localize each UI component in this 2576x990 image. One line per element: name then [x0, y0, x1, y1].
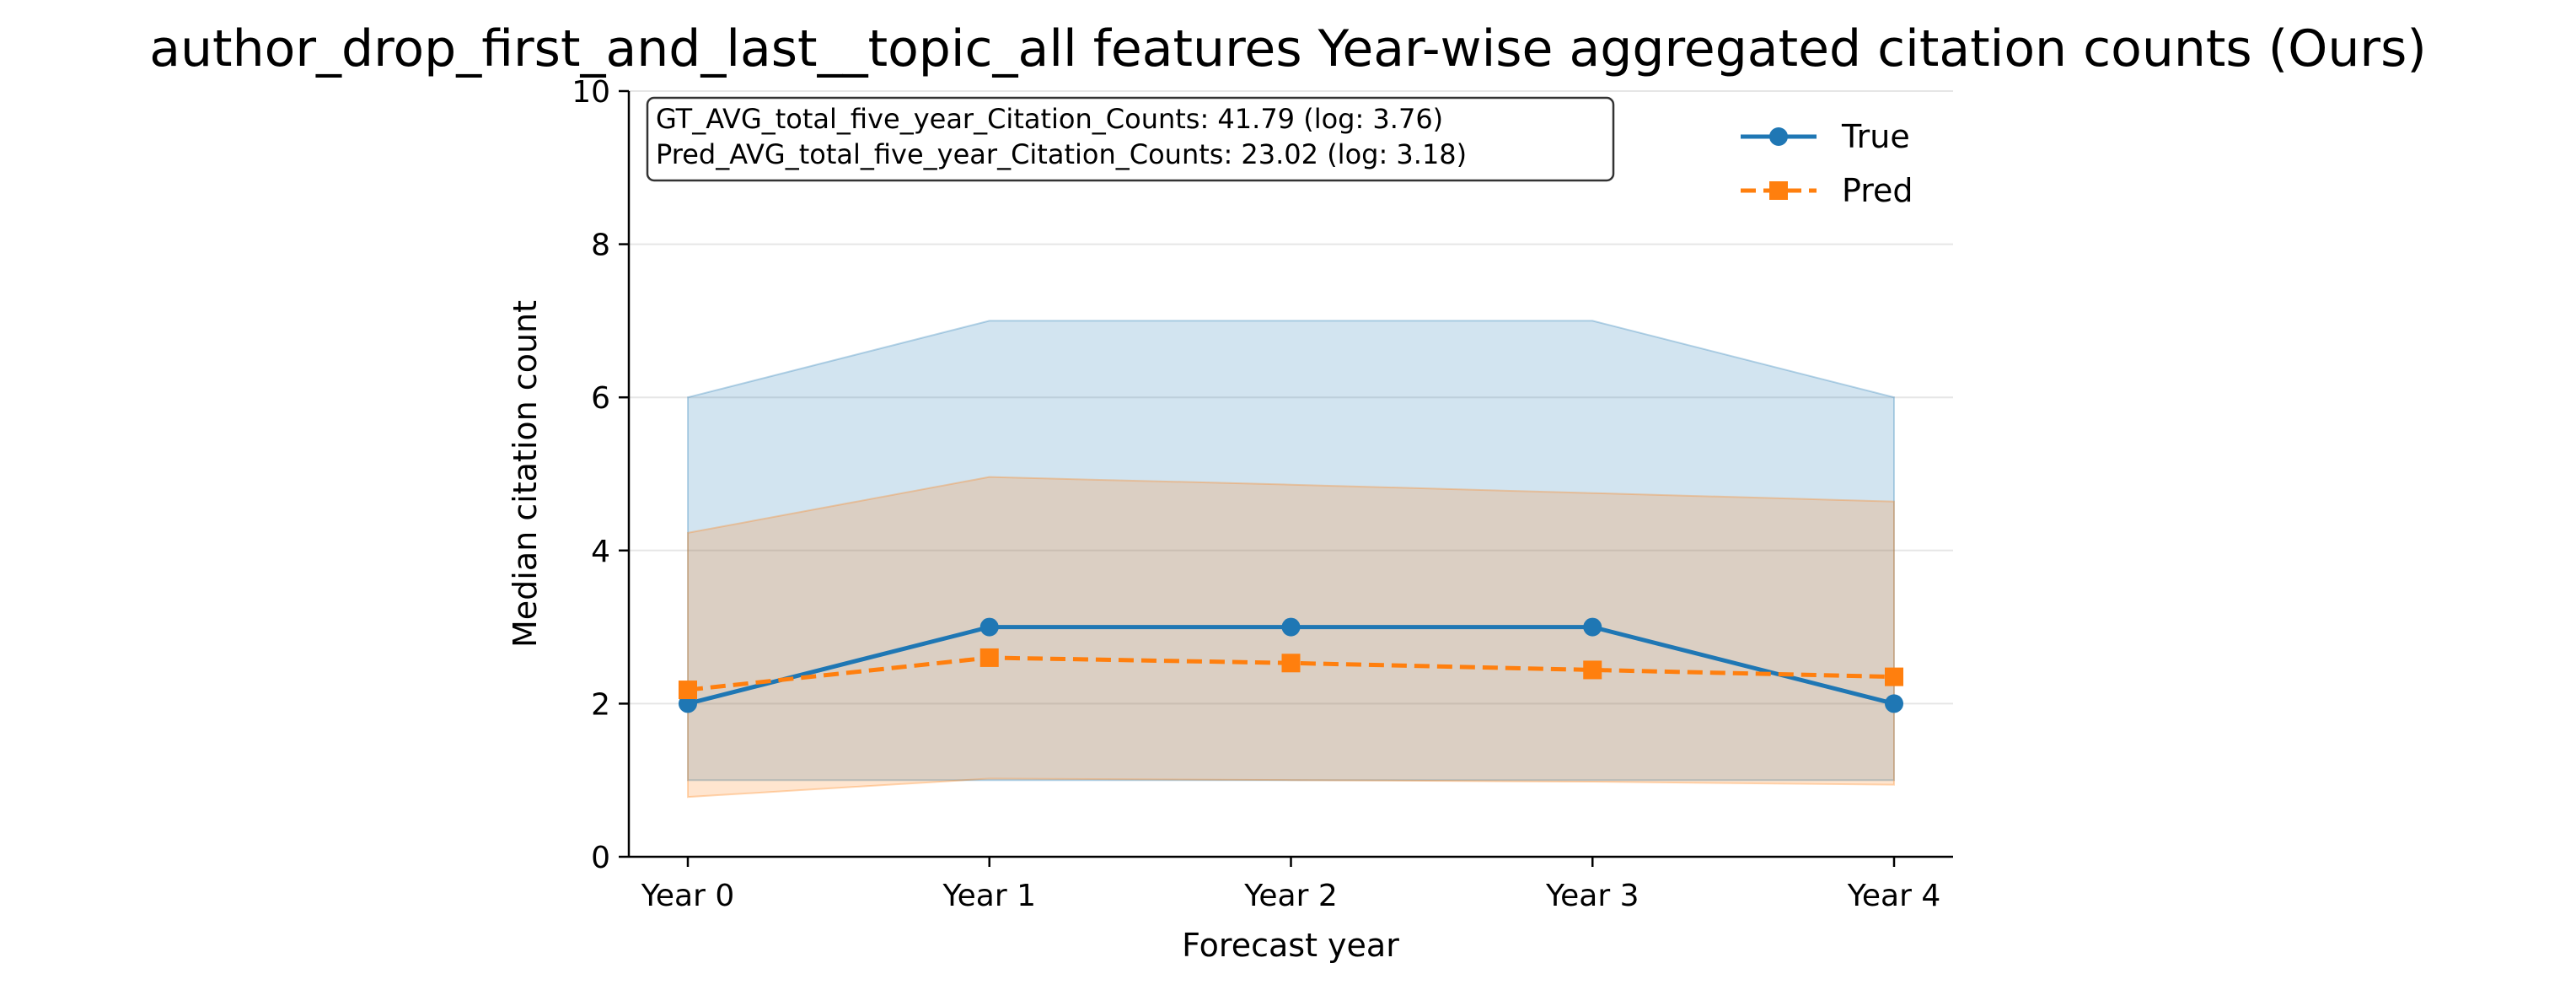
y-tick-label-2: 4: [591, 535, 610, 569]
point-pred-1: [979, 648, 999, 667]
x-axis-label: Forecast year: [1182, 927, 1399, 964]
y-axis-label: Median citation count: [507, 300, 544, 648]
series-markers: [679, 617, 1903, 713]
gridlines: [629, 90, 1953, 705]
y-tick-label-0: 0: [591, 841, 610, 875]
legend: True Pred: [1741, 118, 1913, 209]
x-tick-label-1: Year 1: [942, 879, 1036, 913]
point-true-2: [1281, 617, 1301, 637]
stats-annotation: GT_AVG_total_five_year_Citation_Counts: …: [646, 96, 1615, 182]
legend-label-pred: Pred: [1842, 172, 1913, 209]
x-tick-label-3: Year 3: [1545, 879, 1640, 913]
chart-title: author_drop_first_and_last__topic_all fe…: [149, 19, 2426, 78]
legend-label-true: True: [1841, 118, 1910, 155]
x-tick-label-4: Year 4: [1847, 879, 1941, 913]
y-tick-label-4: 8: [591, 229, 610, 263]
point-pred-4: [1885, 667, 1903, 686]
y-tick-label-5: 10: [572, 75, 610, 110]
stats-annotation-box: [646, 96, 1615, 182]
point-true-4: [1885, 694, 1903, 713]
legend-marker-true: [1769, 127, 1788, 146]
point-pred-0: [679, 681, 697, 700]
y-ticks: 0 2 4 6 8 10: [572, 75, 629, 875]
confidence-bands: [687, 320, 1895, 799]
band-pred: [687, 476, 1895, 799]
stats-annotation-line-pred: Pred_AVG_total_five_year_Citation_Counts…: [656, 138, 1467, 170]
x-ticks: Year 0 Year 1 Year 2 Year 3 Year 4: [641, 857, 1941, 913]
y-tick-label-1: 2: [591, 687, 610, 722]
x-tick-label-0: Year 0: [641, 879, 735, 913]
legend-marker-pred: [1769, 181, 1788, 200]
point-pred-3: [1583, 660, 1602, 680]
point-pred-2: [1281, 654, 1301, 673]
y-tick-label-3: 6: [591, 381, 610, 416]
x-tick-label-2: Year 2: [1243, 879, 1338, 913]
point-true-1: [979, 617, 999, 637]
stats-annotation-line-gt: GT_AVG_total_five_year_Citation_Counts: …: [656, 103, 1443, 135]
point-true-3: [1583, 617, 1602, 637]
